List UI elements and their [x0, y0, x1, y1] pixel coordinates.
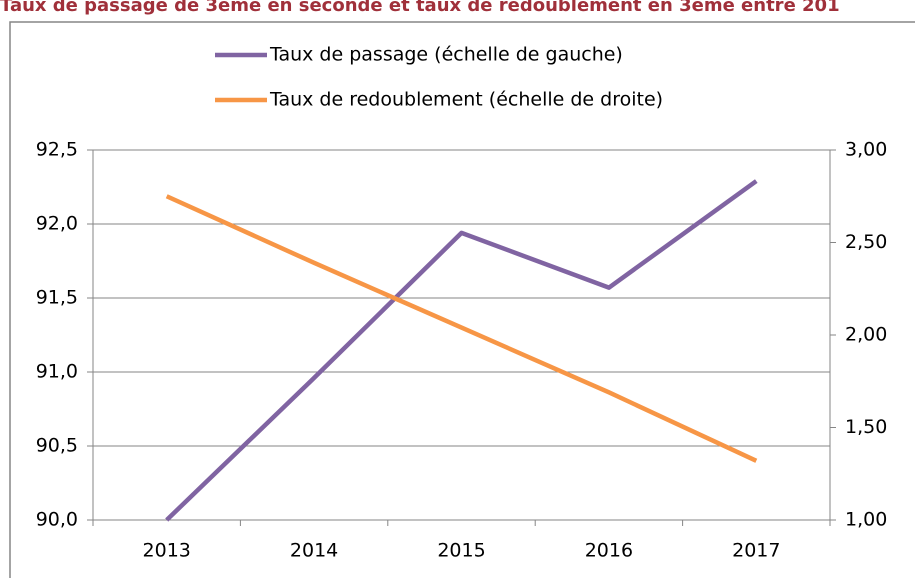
y-tick-label: 91,0: [36, 361, 78, 383]
legend-label: Taux de passage (échelle de gauche): [269, 44, 623, 66]
y2-tick-label: 1,00: [845, 509, 887, 531]
x-tick-label: 2013: [143, 540, 191, 562]
x-tick-label: 2017: [732, 540, 780, 562]
series-line: [165, 179, 758, 522]
y-tick-label: 90,5: [36, 435, 78, 457]
series-line: [165, 194, 758, 463]
y2-tick-label: 3,00: [845, 139, 887, 161]
x-tick-label: 2015: [437, 540, 485, 562]
y2-tick-label: 1,50: [845, 416, 887, 438]
x-tick-label: 2014: [290, 540, 338, 562]
x-tick-label: 2016: [585, 540, 633, 562]
chart-title: Taux de passage de 3ème en seconde et ta…: [0, 0, 840, 16]
y-tick-label: 92,5: [36, 139, 78, 161]
y2-tick-label: 2,00: [845, 324, 887, 346]
chart-frame: [9, 21, 915, 578]
y-tick-label: 91,5: [36, 287, 78, 309]
y2-tick-label: 2,50: [845, 231, 887, 253]
legend-label: Taux de redoublement (échelle de droite): [269, 89, 663, 111]
y-tick-label: 92,0: [36, 213, 78, 235]
y-tick-label: 90,0: [36, 509, 78, 531]
